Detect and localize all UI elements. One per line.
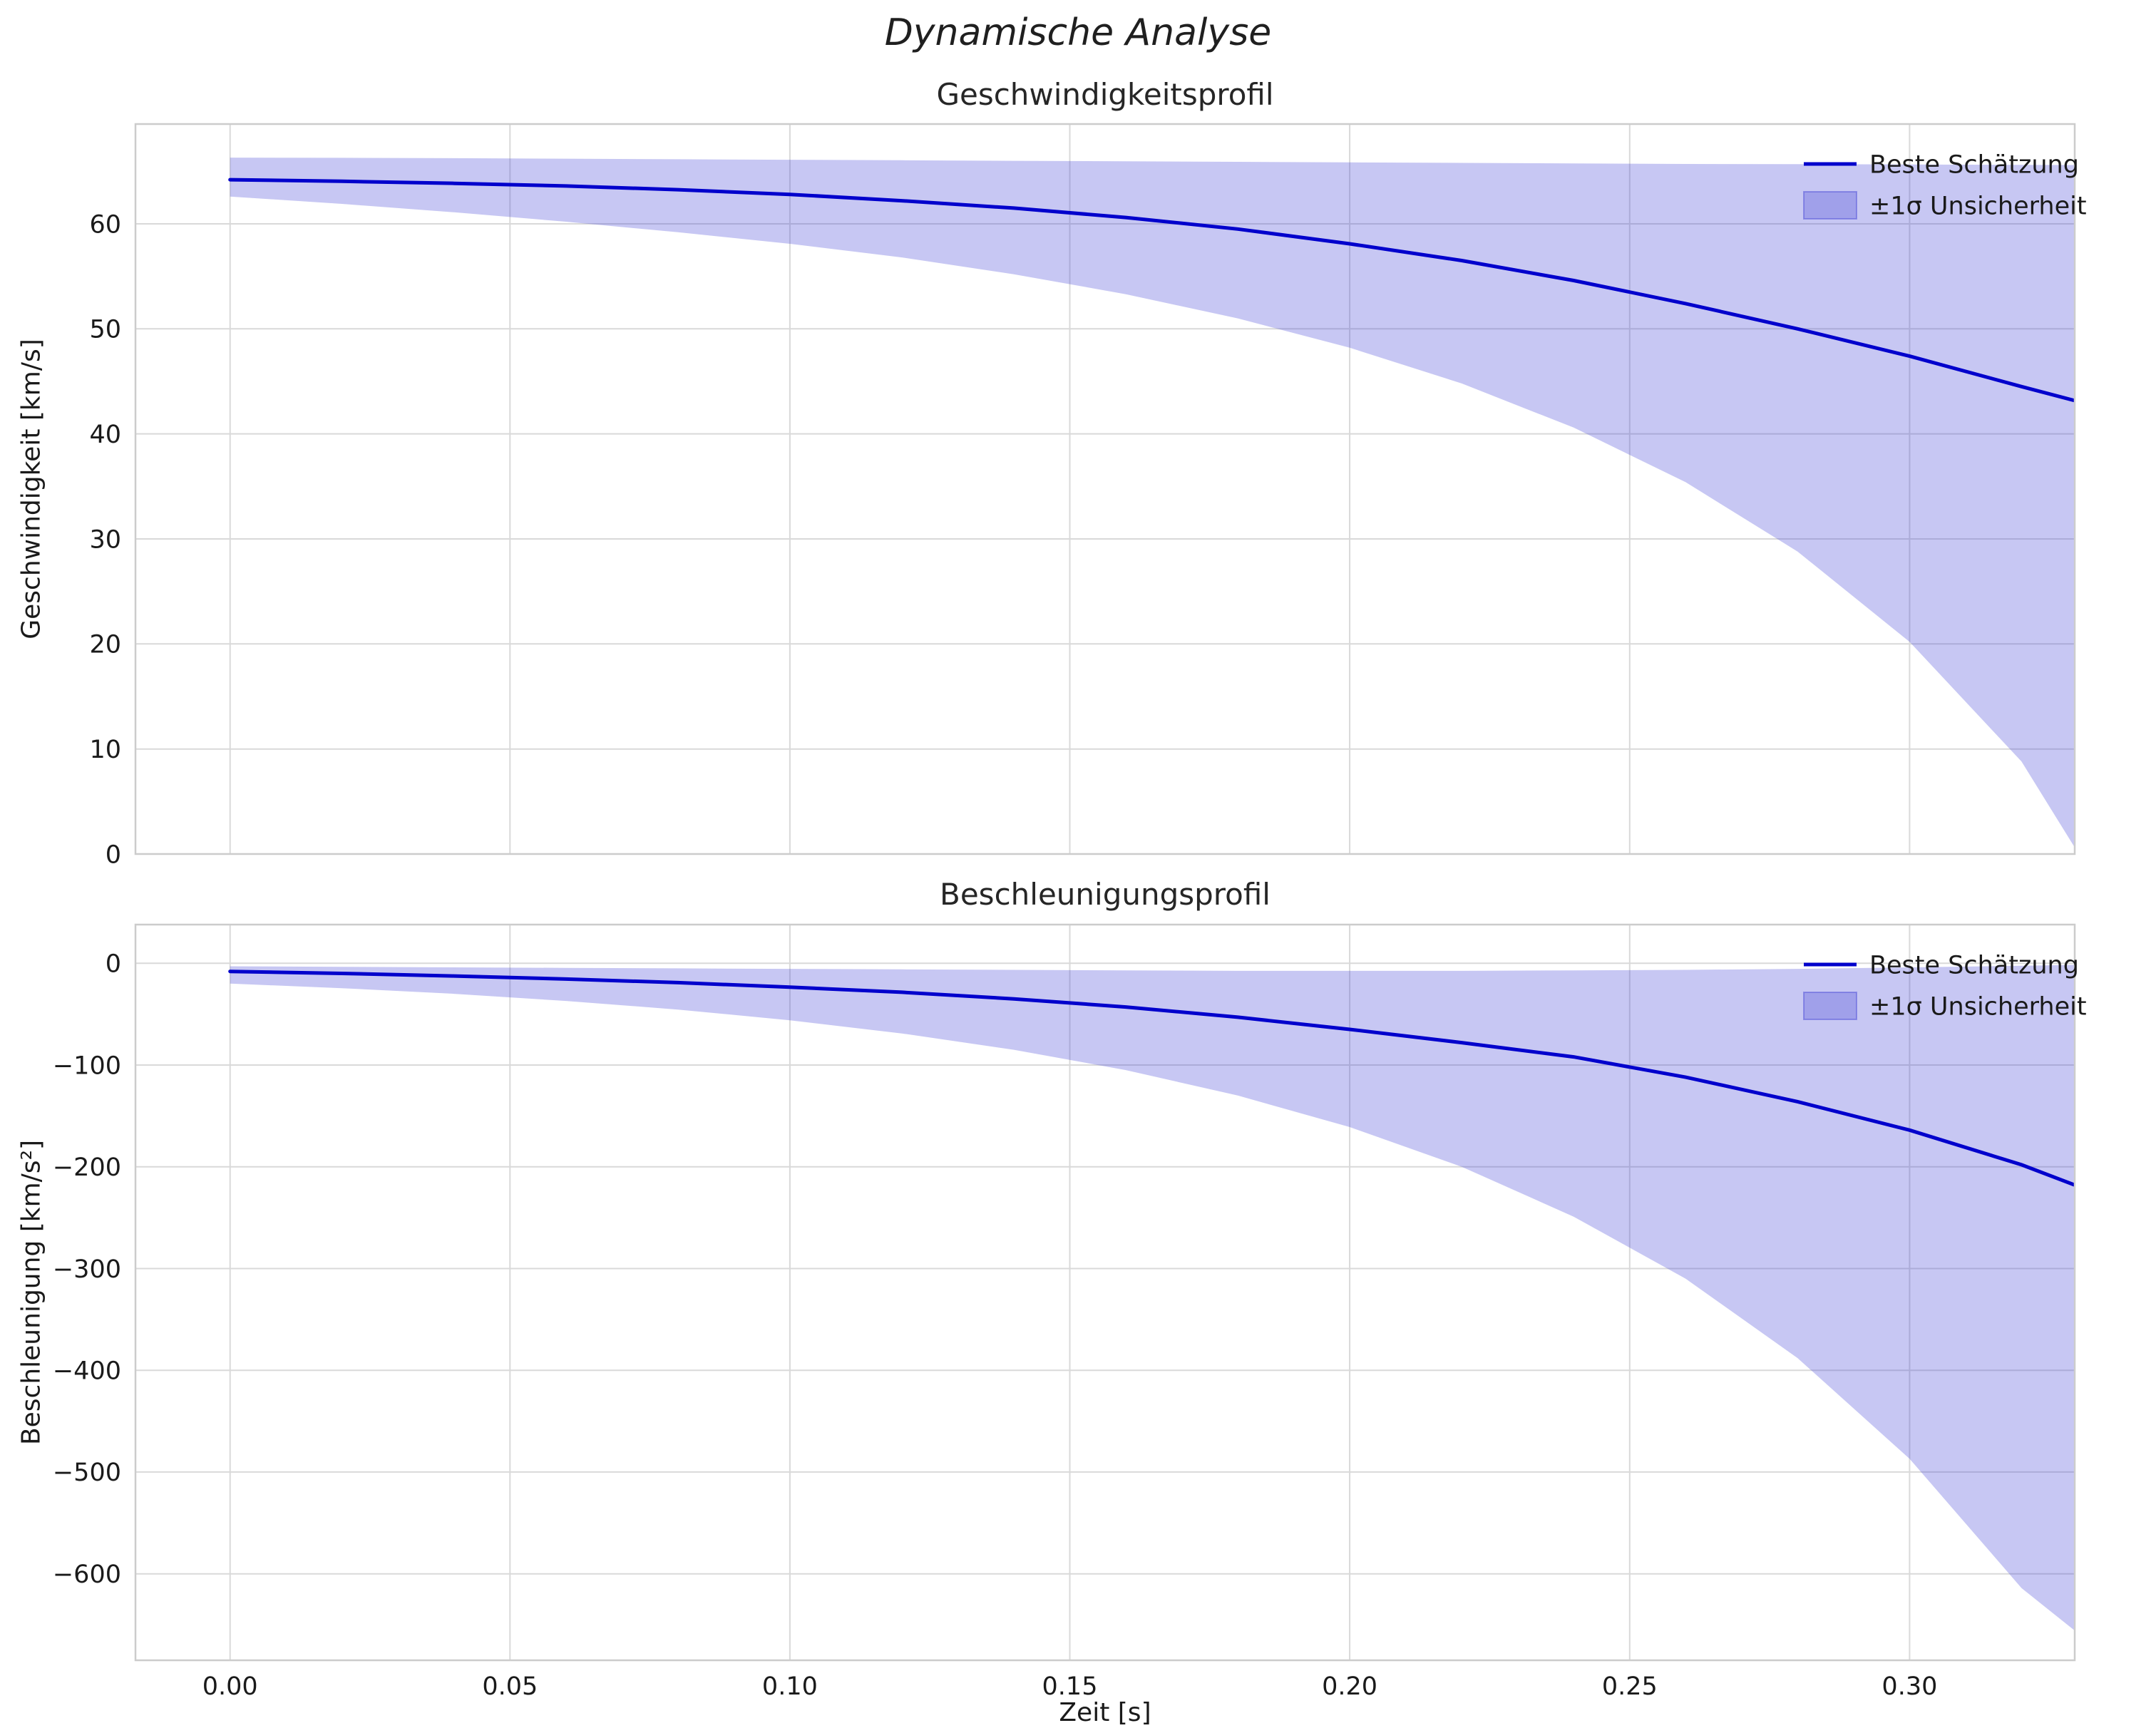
svg-text:0: 0 [106,840,121,869]
velocity-y-axis-label: Geschwindigkeit [km/s] [16,339,46,639]
svg-text:Beste Schätzung: Beste Schätzung [1869,951,2079,979]
svg-text:−400: −400 [53,1357,121,1385]
svg-text:0: 0 [106,950,121,978]
svg-text:20: 20 [89,631,121,659]
svg-text:−600: −600 [53,1560,121,1589]
svg-text:−200: −200 [53,1153,121,1182]
svg-text:Beste Schätzung: Beste Schätzung [1869,150,2079,179]
svg-text:0.05: 0.05 [482,1672,538,1701]
svg-text:0.20: 0.20 [1322,1672,1377,1701]
figure-title: Dynamische Analyse [884,11,1272,54]
svg-text:0.15: 0.15 [1042,1672,1098,1701]
svg-text:±1σ Unsicherheit: ±1σ Unsicherheit [1869,992,2087,1021]
svg-text:0.10: 0.10 [762,1672,818,1701]
svg-text:−300: −300 [53,1255,121,1284]
svg-text:40: 40 [89,421,121,449]
svg-text:60: 60 [89,210,121,239]
svg-text:0.25: 0.25 [1602,1672,1658,1701]
svg-text:50: 50 [89,316,121,344]
acceleration-y-axis-label: Beschleunigung [km/s²] [16,1139,46,1446]
svg-text:0.30: 0.30 [1882,1672,1937,1701]
subplot-acceleration-title: Beschleunigungsprofil [940,877,1270,912]
svg-text:0.00: 0.00 [202,1672,258,1701]
x-axis-label: Zeit [s] [1059,1698,1151,1727]
svg-text:±1σ Unsicherheit: ±1σ Unsicherheit [1869,192,2087,220]
svg-text:−500: −500 [53,1459,121,1487]
subplot-velocity-title: Geschwindigkeitsprofil [936,77,1274,112]
svg-text:10: 10 [89,736,121,764]
svg-text:−100: −100 [53,1051,121,1080]
svg-text:30: 30 [89,525,121,554]
